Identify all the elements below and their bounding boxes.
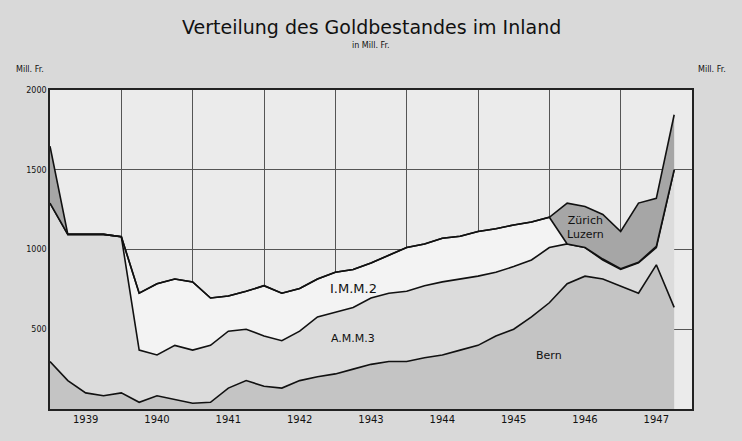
svg-text:500: 500 xyxy=(31,325,46,334)
svg-text:ZürichLuzern: ZürichLuzern xyxy=(567,214,604,241)
svg-text:1942: 1942 xyxy=(287,414,312,425)
svg-text:Bern: Bern xyxy=(536,349,562,362)
svg-text:1939: 1939 xyxy=(73,414,98,425)
svg-text:Mill. Fr.: Mill. Fr. xyxy=(16,65,44,74)
svg-text:I.M.M.2: I.M.M.2 xyxy=(330,281,377,296)
svg-text:2000: 2000 xyxy=(26,86,46,95)
svg-text:1000: 1000 xyxy=(26,245,46,254)
svg-text:1945: 1945 xyxy=(501,414,526,425)
svg-text:1943: 1943 xyxy=(358,414,383,425)
svg-text:1944: 1944 xyxy=(430,414,455,425)
svg-text:A.M.M.3: A.M.M.3 xyxy=(331,332,375,345)
svg-text:1946: 1946 xyxy=(572,414,597,425)
svg-text:Mill. Fr.: Mill. Fr. xyxy=(698,65,726,74)
svg-text:1947: 1947 xyxy=(644,414,669,425)
svg-text:1941: 1941 xyxy=(216,414,241,425)
svg-text:1940: 1940 xyxy=(144,414,169,425)
svg-text:1500: 1500 xyxy=(26,166,46,175)
svg-text:in Mill. Fr.: in Mill. Fr. xyxy=(352,41,390,50)
svg-text:Verteilung des Goldbestandes i: Verteilung des Goldbestandes im Inland xyxy=(182,16,561,38)
